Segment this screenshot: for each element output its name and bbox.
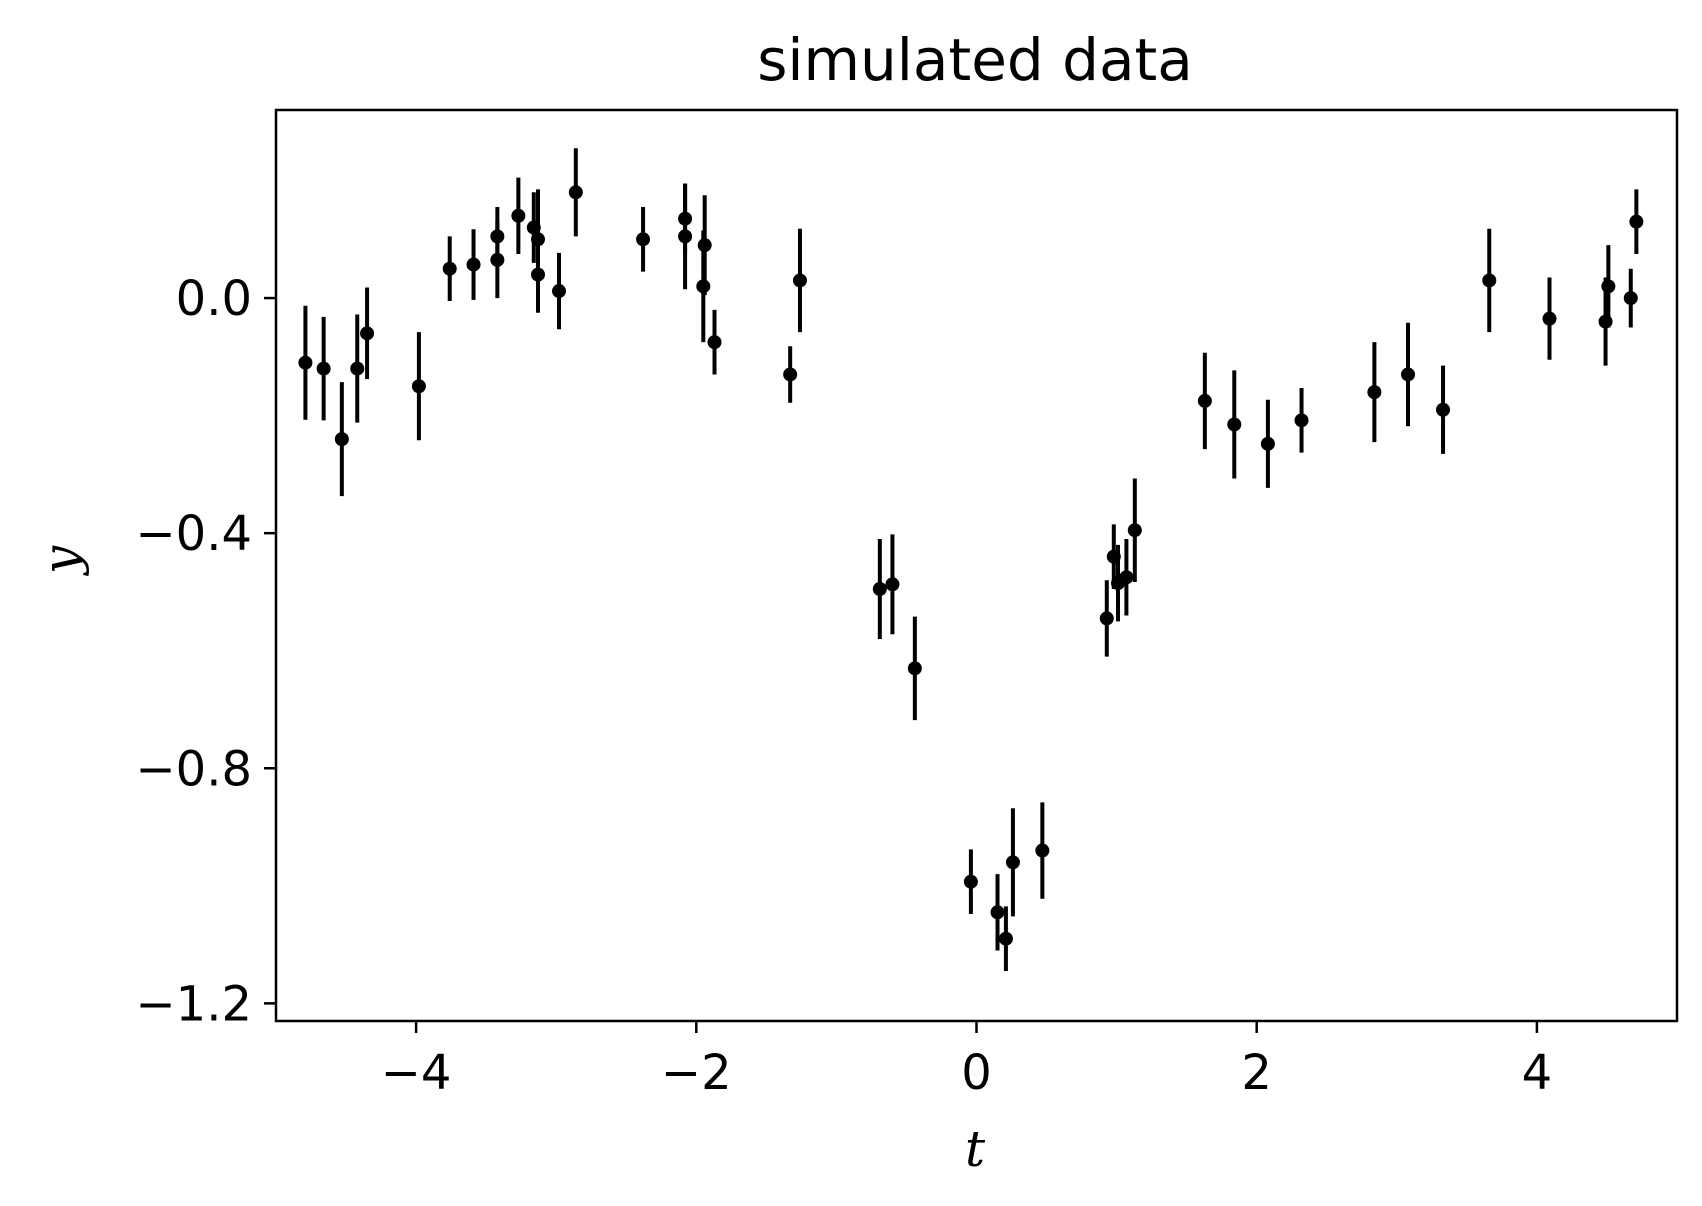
data-points bbox=[298, 185, 1644, 946]
data-point-50 bbox=[1629, 214, 1644, 229]
data-point-40 bbox=[1260, 436, 1275, 451]
data-point-45 bbox=[1482, 273, 1497, 288]
data-point-24 bbox=[792, 273, 807, 288]
y-axis-ticks: 0.0 −0.4 −0.8 −1.2 bbox=[135, 271, 276, 1032]
data-point-31 bbox=[1005, 855, 1020, 870]
data-point-14 bbox=[530, 267, 545, 282]
y-tick-label: 0.0 bbox=[176, 271, 252, 327]
data-point-33 bbox=[1099, 611, 1114, 626]
data-point-44 bbox=[1436, 402, 1451, 417]
y-tick-label: −0.4 bbox=[135, 506, 252, 562]
error-bars bbox=[303, 148, 1639, 972]
data-point-23 bbox=[783, 367, 798, 382]
data-point-20 bbox=[697, 238, 712, 253]
data-point-19 bbox=[678, 229, 693, 244]
y-tick-label: −1.2 bbox=[135, 976, 252, 1032]
data-point-48 bbox=[1601, 279, 1616, 294]
x-axis-ticks: −4 −2 0 2 4 bbox=[381, 1021, 1552, 1101]
data-point-22 bbox=[707, 335, 722, 350]
data-point-29 bbox=[990, 905, 1005, 920]
x-tick-label: −4 bbox=[381, 1045, 452, 1101]
data-point-1 bbox=[298, 355, 313, 370]
chart-title: simulated data bbox=[757, 26, 1193, 94]
data-point-47 bbox=[1598, 314, 1613, 329]
data-point-16 bbox=[568, 185, 583, 200]
data-point-30 bbox=[998, 931, 1013, 946]
data-point-39 bbox=[1227, 417, 1242, 432]
data-point-21 bbox=[696, 279, 711, 294]
data-point-28 bbox=[963, 874, 978, 889]
data-point-2 bbox=[316, 361, 331, 376]
data-point-41 bbox=[1294, 413, 1309, 428]
data-point-36 bbox=[1119, 570, 1134, 585]
data-point-10 bbox=[490, 229, 505, 244]
data-point-38 bbox=[1197, 393, 1212, 408]
x-tick-label: 0 bbox=[961, 1045, 992, 1101]
data-point-12 bbox=[526, 220, 541, 235]
data-point-9 bbox=[490, 252, 505, 267]
data-point-13 bbox=[530, 232, 545, 247]
data-point-17 bbox=[636, 232, 651, 247]
data-point-3 bbox=[334, 432, 349, 447]
data-point-11 bbox=[511, 208, 526, 223]
data-point-15 bbox=[552, 284, 567, 299]
plot-area bbox=[274, 108, 1679, 1023]
data-point-32 bbox=[1035, 843, 1050, 858]
x-tick-label: 4 bbox=[1522, 1045, 1553, 1101]
data-point-37 bbox=[1127, 523, 1142, 538]
x-tick-label: 2 bbox=[1241, 1045, 1272, 1101]
data-point-49 bbox=[1623, 291, 1638, 306]
data-point-27 bbox=[907, 661, 922, 676]
x-tick-label: −2 bbox=[661, 1045, 732, 1101]
data-point-6 bbox=[411, 379, 426, 394]
data-point-34 bbox=[1106, 549, 1121, 564]
data-point-8 bbox=[466, 257, 481, 272]
data-point-5 bbox=[360, 326, 375, 341]
x-axis-label: t bbox=[965, 1120, 986, 1178]
data-point-43 bbox=[1401, 367, 1416, 382]
data-point-7 bbox=[442, 261, 457, 276]
data-point-42 bbox=[1367, 385, 1382, 400]
y-tick-label: −0.8 bbox=[135, 741, 252, 797]
data-point-26 bbox=[885, 577, 900, 592]
data-point-46 bbox=[1542, 311, 1557, 326]
data-point-25 bbox=[872, 582, 887, 597]
data-point-18 bbox=[678, 211, 693, 226]
data-point-4 bbox=[350, 361, 365, 376]
y-axis-label: y bbox=[32, 545, 90, 576]
